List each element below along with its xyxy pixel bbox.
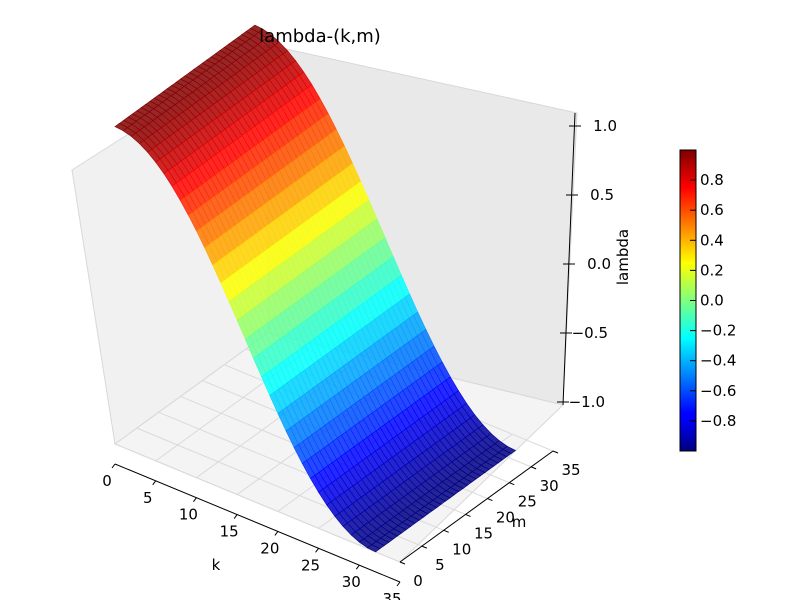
x-tick-label: 25 — [301, 556, 320, 574]
y-tick — [487, 498, 493, 502]
x-tick — [274, 531, 279, 536]
x-tick-label: 35 — [382, 590, 401, 600]
x-tick-label: 0 — [102, 472, 112, 490]
y-tick-label: 5 — [435, 556, 445, 574]
colorbar-tick-label: −0.4 — [700, 352, 736, 370]
colorbar-tick-label: 0.4 — [700, 231, 724, 249]
z-tick-label: 0.0 — [587, 255, 611, 273]
y-tick — [552, 450, 559, 454]
x-tick — [193, 497, 197, 503]
colorbar: 0.8 0.6 0.4 0.2 0.0 −0.2 −0.4 −0.6 −0.8 — [679, 149, 736, 452]
y-axis-label: m — [512, 513, 527, 531]
x-tick-label: 5 — [143, 489, 153, 507]
colorbar-tick-label: 0.2 — [700, 261, 724, 279]
y-tick-label: 30 — [540, 477, 559, 495]
floor-grid-k — [114, 332, 269, 445]
y-tick — [509, 482, 515, 486]
x-tick — [315, 547, 319, 553]
y-tick — [465, 513, 471, 517]
x-tick — [396, 581, 401, 587]
y-tick-label: 35 — [561, 461, 580, 479]
x-axis-label: k — [212, 556, 221, 574]
y-axis-line — [399, 450, 554, 563]
axes: 0510152025303505101520253035−1.0−0.50.00… — [102, 112, 617, 600]
x-tick-label: 20 — [260, 539, 279, 557]
colorbar-tick-label: −0.6 — [700, 382, 736, 400]
chart-title: lambda-(k,m) — [259, 26, 381, 47]
y-tick-label: 10 — [452, 540, 471, 558]
x-axis-line — [114, 463, 401, 583]
y-tick — [421, 545, 428, 549]
y-tick-label: 25 — [518, 493, 537, 511]
z-axis-label: lambda — [614, 229, 632, 285]
colorbar-tick-label: 0.0 — [700, 292, 724, 310]
y-tick-label: 20 — [496, 509, 515, 527]
x-tick-label: 15 — [220, 523, 239, 541]
colorbar-tick-label: 0.6 — [700, 201, 724, 219]
x-tick — [111, 463, 116, 469]
floor-grid-m — [114, 443, 401, 563]
y-tick — [530, 466, 537, 470]
y-tick-label: 15 — [474, 524, 493, 542]
y-tick — [399, 561, 406, 565]
colorbar-tick-label: 0.8 — [700, 171, 724, 189]
x-tick-label: 10 — [179, 506, 198, 524]
z-tick-label: −1.0 — [569, 393, 605, 411]
x-tick-label: 30 — [342, 573, 361, 591]
z-axis-line — [562, 112, 576, 406]
z-tick-label: 1.0 — [593, 117, 617, 135]
colorbar-tick-label: −0.2 — [700, 322, 736, 340]
x-tick — [355, 564, 360, 570]
z-tick-label: −0.5 — [572, 324, 608, 342]
surface-patch — [366, 544, 381, 553]
y-tick-label: 0 — [413, 572, 423, 590]
colorbar-tick-label: −0.8 — [700, 412, 736, 430]
z-tick-label: 0.5 — [590, 186, 614, 204]
x-tick — [233, 514, 238, 519]
surface — [114, 24, 517, 553]
x-tick — [152, 480, 157, 486]
y-tick — [443, 529, 449, 533]
